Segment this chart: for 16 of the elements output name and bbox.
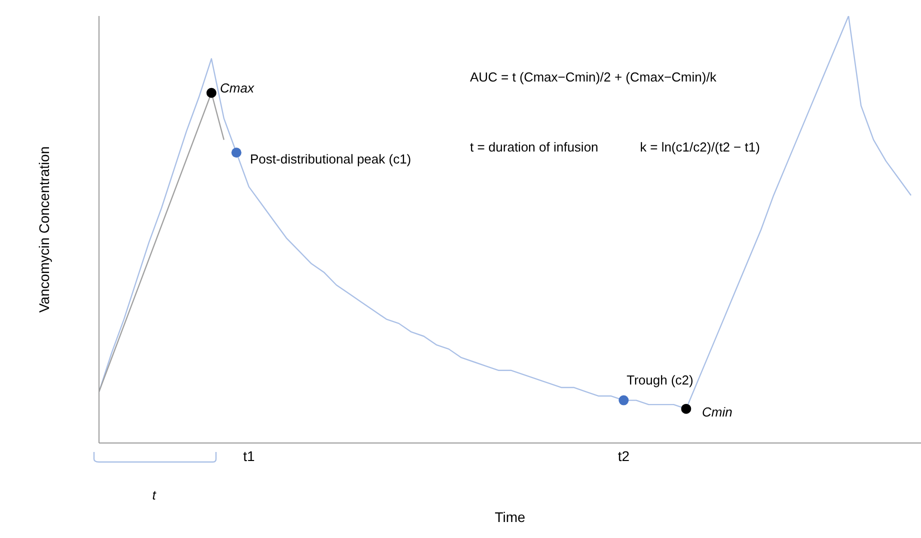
annotation: k = ln(c1/c2)/(t2 − t1) <box>640 139 760 154</box>
annotation: Trough (c2) <box>626 372 694 388</box>
point <box>681 404 692 414</box>
text: t <box>152 487 158 502</box>
point <box>618 395 629 406</box>
point <box>231 148 242 158</box>
annotation: Post-distributional peak (c1) <box>250 151 412 166</box>
x-axis-title: Time <box>494 509 526 525</box>
y-axis-title: Vancomycin Concentration <box>36 146 52 313</box>
annotation: t = duration of infusion <box>470 139 598 154</box>
point <box>206 88 216 98</box>
x-tick-label: t2 <box>618 448 630 464</box>
annotation: AUC = t (Cmax−Cmin)/2 + (Cmax−Cmin)/k <box>470 69 717 84</box>
x-tick-label: t1 <box>243 448 255 464</box>
annotation: Cmin <box>702 404 732 420</box>
annotation: Cmax <box>220 80 254 96</box>
